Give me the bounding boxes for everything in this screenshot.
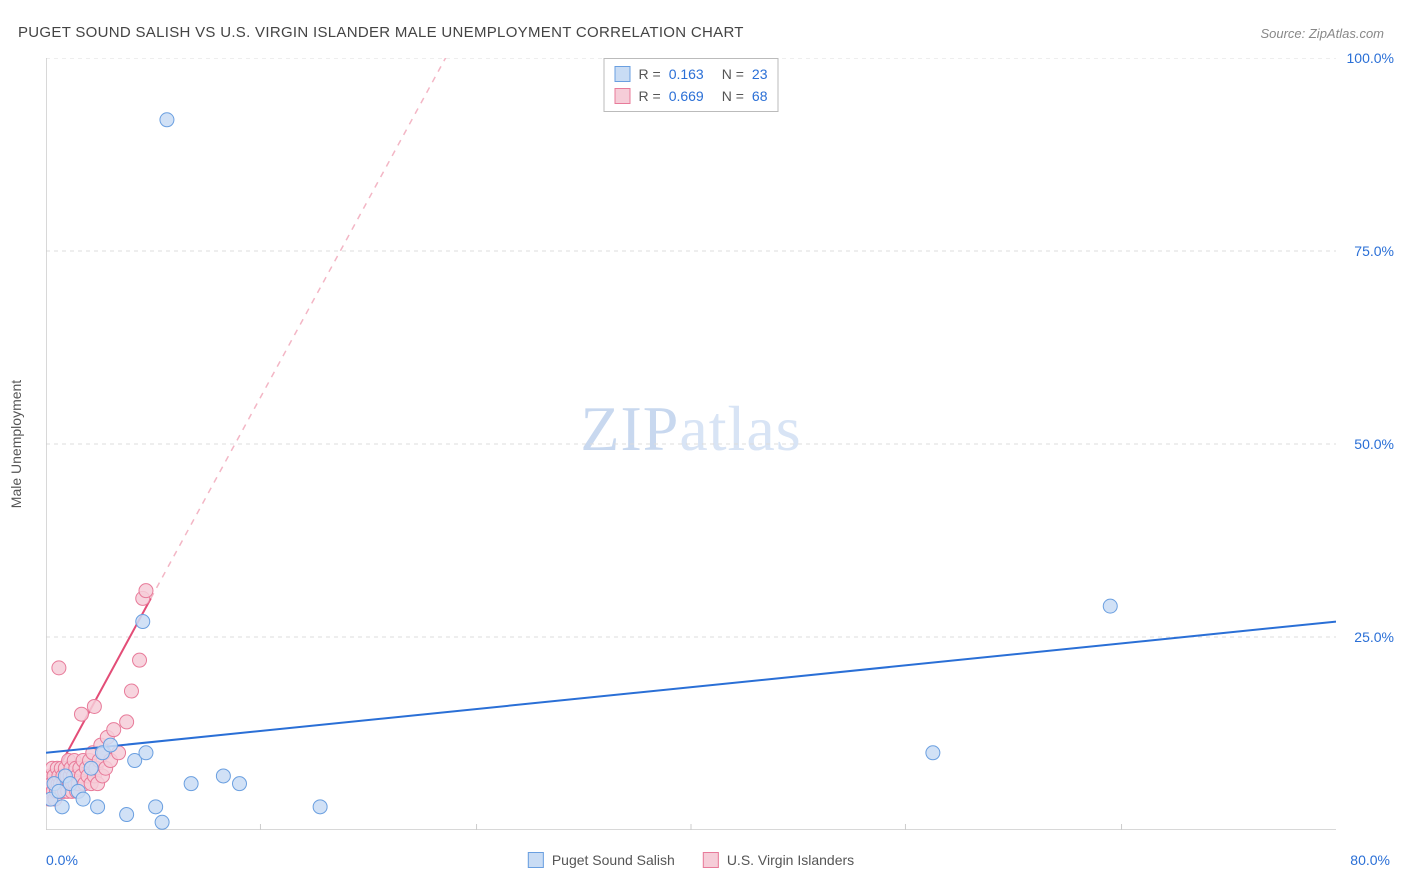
legend-series-swatch-0 xyxy=(528,852,544,868)
legend-swatch-0 xyxy=(615,66,631,82)
legend-row-1: R = 0.669 N = 68 xyxy=(615,85,768,107)
legend-r-value-1: 0.669 xyxy=(669,85,704,107)
legend-correlation: R = 0.163 N = 23 R = 0.669 N = 68 xyxy=(604,58,779,112)
legend-n-label-0: N = xyxy=(722,63,744,85)
y-tick: 75.0% xyxy=(1354,243,1394,259)
legend-series-label-0: Puget Sound Salish xyxy=(552,852,675,868)
legend-series-label-1: U.S. Virgin Islanders xyxy=(727,852,854,868)
legend-r-label-1: R = xyxy=(639,85,661,107)
x-tick-min: 0.0% xyxy=(46,852,78,868)
x-tick-max: 80.0% xyxy=(1350,852,1390,868)
legend-r-value-0: 0.163 xyxy=(669,63,704,85)
y-tick: 100.0% xyxy=(1347,50,1394,66)
legend-series-swatch-1 xyxy=(703,852,719,868)
legend-r-label-0: R = xyxy=(639,63,661,85)
y-tick: 25.0% xyxy=(1354,629,1394,645)
source-attribution: Source: ZipAtlas.com xyxy=(1260,26,1384,41)
legend-n-label-1: N = xyxy=(722,85,744,107)
chart-area: Male Unemployment ZIPatlas R = 0.163 N =… xyxy=(46,58,1336,830)
legend-series: Puget Sound Salish U.S. Virgin Islanders xyxy=(528,852,854,868)
legend-series-1: U.S. Virgin Islanders xyxy=(703,852,854,868)
y-axis-label: Male Unemployment xyxy=(8,380,24,508)
y-tick: 50.0% xyxy=(1354,436,1394,452)
scatter-plot xyxy=(46,58,1336,830)
chart-title: PUGET SOUND SALISH VS U.S. VIRGIN ISLAND… xyxy=(18,24,744,41)
legend-series-0: Puget Sound Salish xyxy=(528,852,675,868)
legend-row-0: R = 0.163 N = 23 xyxy=(615,63,768,85)
legend-swatch-1 xyxy=(615,88,631,104)
legend-n-value-0: 23 xyxy=(752,63,768,85)
legend-n-value-1: 68 xyxy=(752,85,768,107)
